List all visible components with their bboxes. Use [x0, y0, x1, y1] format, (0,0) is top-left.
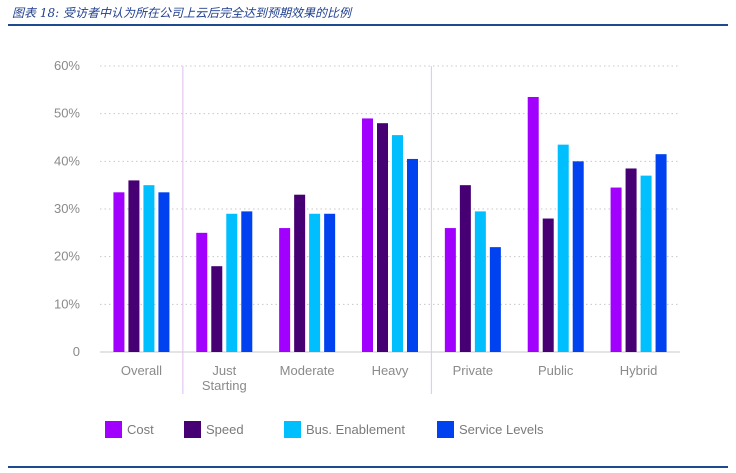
bar	[640, 175, 652, 352]
legend-label: Service Levels	[459, 422, 544, 437]
y-tick-label: 60%	[54, 58, 80, 73]
bar	[279, 228, 291, 352]
x-tick-label: Public	[538, 363, 574, 378]
x-tick-label: Private	[453, 363, 493, 378]
legend-label: Speed	[206, 422, 244, 437]
legend-label: Bus. Enablement	[306, 422, 405, 437]
x-tick-label: Heavy	[372, 363, 409, 378]
legend-swatch	[284, 421, 301, 438]
x-tick-label: Hybrid	[620, 363, 658, 378]
bar	[625, 168, 637, 352]
bar	[557, 144, 569, 352]
bar	[226, 213, 238, 352]
bar	[196, 232, 208, 352]
bar	[113, 192, 125, 352]
bar	[158, 192, 170, 352]
bar	[362, 118, 373, 352]
legend-swatch	[437, 421, 454, 438]
y-tick-label: 20%	[54, 249, 80, 264]
bar	[309, 213, 321, 352]
top-rule	[8, 24, 728, 26]
y-tick-label: 10%	[54, 296, 80, 311]
bar	[377, 123, 388, 352]
bar	[572, 161, 584, 352]
bar	[407, 158, 418, 352]
x-tick-label: Moderate	[280, 363, 335, 378]
bottom-rule	[8, 466, 728, 468]
bar	[610, 187, 622, 352]
x-tick-label: Just	[212, 363, 236, 378]
x-tick-label: Starting	[202, 378, 247, 393]
bar	[527, 96, 539, 352]
bar	[143, 185, 155, 352]
y-tick-label: 30%	[54, 201, 80, 216]
bar	[459, 185, 471, 352]
figure-caption: 图表 18: 受访者中认为所在公司上云后完全达到预期效果的比例	[12, 6, 351, 20]
y-tick-label: 0	[73, 344, 80, 359]
bar	[489, 247, 501, 352]
bar	[241, 211, 253, 352]
bar	[392, 135, 403, 352]
legend-swatch	[184, 421, 201, 438]
legend-swatch	[105, 421, 122, 438]
bar	[655, 154, 667, 352]
bar	[542, 218, 554, 352]
y-tick-label: 40%	[54, 153, 80, 168]
bar	[128, 180, 140, 352]
bar	[324, 213, 336, 352]
bar	[211, 266, 223, 352]
x-tick-label: Overall	[121, 363, 162, 378]
bar	[294, 194, 306, 352]
bar	[444, 228, 456, 352]
legend-label: Cost	[127, 422, 154, 437]
bar	[474, 211, 486, 352]
y-tick-label: 50%	[54, 106, 80, 121]
